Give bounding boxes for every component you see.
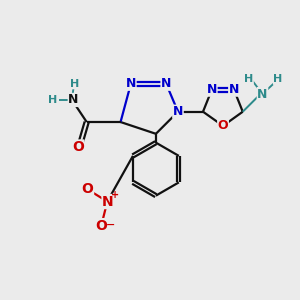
Text: O: O [95, 219, 107, 233]
Text: N: N [207, 83, 217, 96]
Text: N: N [68, 93, 79, 106]
Text: H: H [244, 74, 253, 84]
Text: +: + [112, 190, 120, 200]
Text: N: N [229, 83, 239, 96]
Text: O: O [218, 119, 228, 132]
Text: H: H [48, 95, 58, 105]
Text: N: N [126, 77, 136, 90]
Text: N: N [257, 88, 268, 100]
Text: O: O [82, 182, 94, 196]
Text: N: N [161, 77, 171, 90]
Text: −: − [106, 220, 116, 230]
Text: N: N [102, 194, 114, 208]
Text: N: N [173, 105, 183, 118]
Text: H: H [274, 74, 283, 84]
Text: H: H [70, 79, 80, 89]
Text: O: O [72, 140, 84, 154]
